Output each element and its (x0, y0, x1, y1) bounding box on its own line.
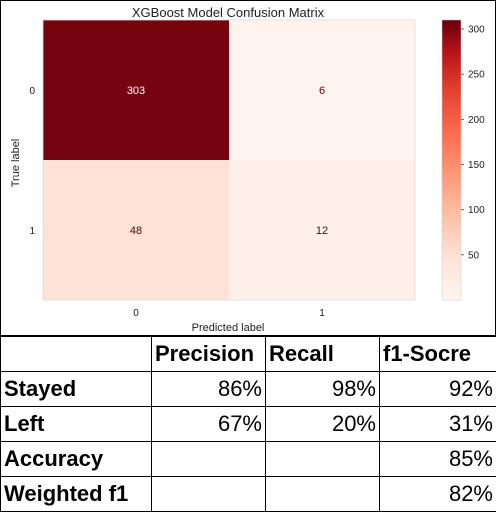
table-row: Stayed 86% 98% 92% (1, 372, 496, 407)
colorbar-tick-label: 150 (468, 160, 485, 171)
table-row: Left 67% 20% 31% (1, 407, 496, 442)
recall-cell (266, 477, 380, 512)
recall-cell: 98% (266, 372, 380, 407)
f1-cell: 92% (380, 372, 496, 407)
recall-cell: 20% (266, 407, 380, 442)
precision-cell (152, 442, 266, 477)
metrics-header-recall: Recall (266, 337, 380, 372)
cell-value-label: 12 (316, 225, 328, 237)
chart-title: XGBoost Model Confusion Matrix (132, 5, 325, 20)
precision-cell (152, 477, 266, 512)
colorbar-tick-label: 250 (468, 70, 485, 81)
metrics-header-blank (1, 337, 152, 372)
metrics-header-row: Precision Recall f1-Socre (1, 337, 496, 372)
table-row: Weighted f1 82% (1, 477, 496, 512)
y-tick-label: 1 (29, 226, 35, 237)
metrics-header-precision: Precision (152, 337, 266, 372)
colorbar-tick-label: 100 (468, 205, 485, 216)
f1-cell: 85% (380, 442, 496, 477)
x-axis-label: Predicted label (192, 322, 265, 334)
row-label: Weighted f1 (1, 477, 152, 512)
f1-cell: 82% (380, 477, 496, 512)
x-tick-label: 0 (133, 308, 139, 319)
recall-cell (266, 442, 380, 477)
precision-cell: 67% (152, 407, 266, 442)
cell-value-label: 303 (127, 85, 145, 97)
row-label: Stayed (1, 372, 152, 407)
colorbar-tick-label: 50 (468, 250, 480, 261)
row-label: Left (1, 407, 152, 442)
colorbar-tick-label: 300 (468, 25, 485, 36)
colorbar-tick-label: 200 (468, 115, 485, 126)
y-axis-label: True label (10, 139, 22, 188)
table-row: Accuracy 85% (1, 442, 496, 477)
y-tick-label: 0 (29, 86, 35, 97)
precision-cell: 86% (152, 372, 266, 407)
x-tick-label: 1 (319, 308, 325, 319)
cell-value-label: 48 (130, 225, 142, 237)
colorbar (442, 20, 461, 300)
row-label: Accuracy (1, 442, 152, 477)
cell-value-label: 6 (319, 85, 325, 97)
f1-cell: 31% (380, 407, 496, 442)
metrics-table: Precision Recall f1-Socre Stayed 86% 98%… (0, 336, 496, 512)
metrics-header-f1: f1-Socre (380, 337, 496, 372)
